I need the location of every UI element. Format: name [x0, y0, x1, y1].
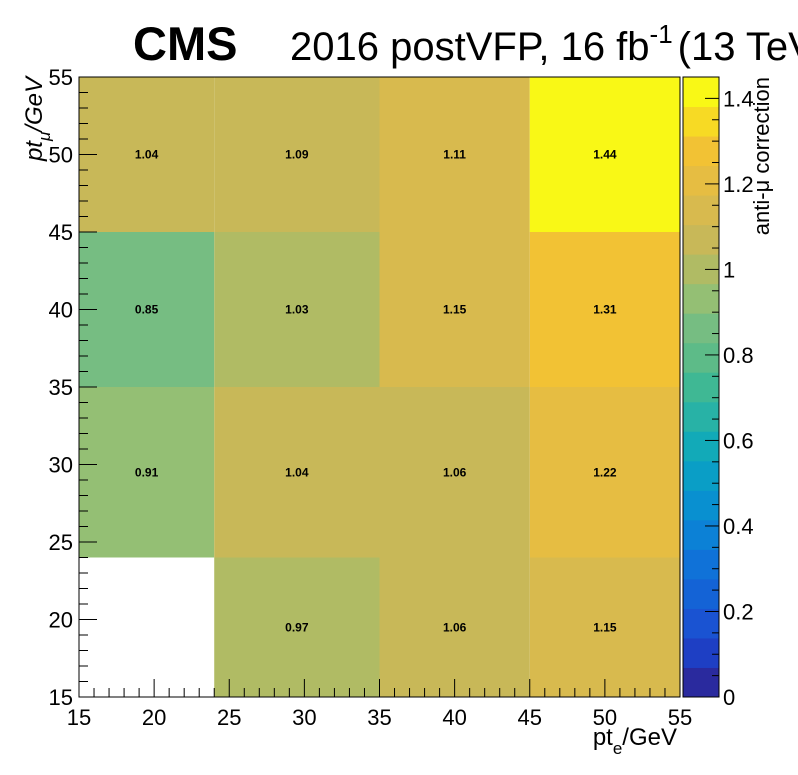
- y-axis-title: ptμ/GeV: [21, 75, 54, 162]
- z-tick-label: 1.4: [723, 86, 754, 111]
- x-tick-label: 35: [367, 705, 391, 730]
- y-tick-label: 35: [49, 375, 73, 400]
- cell-value-label: 0.91: [135, 465, 159, 479]
- x-axis: 15 20 25 30 35 40 45 50 55: [67, 679, 692, 730]
- z-tick-label: 0: [723, 685, 735, 710]
- y-tick-label: 40: [49, 298, 73, 323]
- cell-value-label: 1.06: [443, 620, 467, 634]
- x-tick-label: 30: [292, 705, 316, 730]
- heatmap-cell-labels: 0.91 0.85 1.04 0.97 1.04 1.03 1.09 1.06 1.06 1.15…: [135, 148, 617, 635]
- heatmap-cell: [79, 387, 215, 558]
- x-tick-label: 15: [67, 705, 91, 730]
- experiment-label: CMS: [133, 17, 237, 70]
- z-tick-label: 0.6: [723, 428, 754, 453]
- y-tick-label: 20: [49, 608, 73, 633]
- color-scale-segment: [683, 490, 719, 521]
- cell-value-label: 1.11: [443, 148, 466, 162]
- heatmap-cell: [529, 77, 680, 232]
- color-scale-bar: [683, 77, 719, 698]
- energy-label: (13 TeV): [678, 25, 798, 69]
- cell-value-label: 1.22: [593, 465, 617, 479]
- color-scale-frame: [682, 76, 720, 698]
- z-tick-label: 1: [723, 257, 735, 282]
- color-scale-segment: [683, 283, 719, 314]
- cell-value-label: 1.06: [443, 465, 467, 479]
- heatmap-cell: [379, 557, 530, 697]
- z-tick-label: 0.2: [723, 599, 754, 624]
- cell-value-label: 0.97: [285, 620, 309, 634]
- lumi-exponent: -1: [650, 19, 673, 49]
- x-tick-label: 45: [518, 705, 542, 730]
- color-scale-segment: [683, 519, 719, 550]
- cell-value-label: 1.15: [593, 620, 617, 634]
- color-scale-segment: [683, 578, 719, 609]
- y-tick-label: 25: [49, 530, 73, 555]
- color-scale-segment: [683, 136, 719, 167]
- color-scale-segment: [683, 667, 719, 698]
- heatmap-cell: [529, 557, 680, 697]
- cell-value-label: 1.04: [285, 465, 309, 479]
- heatmap-cell: [79, 77, 215, 232]
- heatmap-cell: [379, 77, 530, 232]
- heatmap-cell: [214, 77, 380, 232]
- color-scale-segment: [683, 195, 719, 226]
- color-scale-segment: [683, 224, 719, 255]
- x-tick-label: 40: [442, 705, 466, 730]
- color-scale-segment: [683, 77, 719, 108]
- x-tick-label: 20: [142, 705, 166, 730]
- color-scale-segment: [683, 342, 719, 373]
- cell-value-label: 1.09: [285, 148, 309, 162]
- cell-value-label: 1.44: [593, 148, 617, 162]
- z-axis-title: anti-μ correction: [749, 77, 774, 235]
- x-axis-title: pte/GeV: [593, 724, 677, 758]
- cell-value-label: 1.03: [285, 303, 309, 317]
- x-tick-label: 50: [593, 705, 617, 730]
- color-scale-segment: [683, 549, 719, 580]
- heatmap-cells: [79, 77, 680, 697]
- y-tick-label: 45: [49, 220, 73, 245]
- cell-value-label: 1.04: [135, 148, 159, 162]
- heatmap-cell: [529, 387, 680, 558]
- heatmap-cell: [379, 387, 530, 558]
- color-scale-segment: [683, 460, 719, 491]
- heatmap-cell: [379, 232, 530, 387]
- color-scale-segment: [683, 401, 719, 432]
- z-tick-label: 1.2: [723, 172, 754, 197]
- color-scale-segment: [683, 431, 719, 462]
- heatmap-cell: [79, 232, 215, 387]
- color-scale-segment: [683, 106, 719, 137]
- color-scale-segment: [683, 637, 719, 668]
- y-tick-label: 55: [49, 65, 73, 90]
- color-scale-segment: [683, 608, 719, 639]
- heatmap-cell: [214, 557, 380, 697]
- run-label: 2016 postVFP, 16 fb-1(13 TeV): [290, 19, 798, 69]
- x-tick-label: 55: [668, 705, 692, 730]
- color-scale-segment: [683, 165, 719, 196]
- y-tick-label: 15: [49, 685, 73, 710]
- y-axis: 15 20 25 30 35 40 45 50 55: [49, 65, 97, 710]
- z-axis: 0 0.2 0.4 0.6 0.8 1 1.2 1.4: [705, 76, 754, 710]
- cell-value-label: 0.85: [135, 303, 159, 317]
- x-tick-label: 25: [217, 705, 241, 730]
- y-tick-label: 50: [49, 143, 73, 168]
- run-label-text: 2016 postVFP, 16 fb: [290, 25, 650, 69]
- cell-value-label: 1.15: [443, 303, 467, 317]
- color-scale-segment: [683, 313, 719, 344]
- z-tick-label: 0.8: [723, 343, 754, 368]
- heatmap-cell: [529, 232, 680, 387]
- z-tick-label: 0.4: [723, 514, 754, 539]
- cell-value-label: 1.31: [593, 303, 617, 317]
- heatmap-cell: [214, 232, 380, 387]
- heatmap-cell: [214, 387, 380, 558]
- y-tick-label: 30: [49, 453, 73, 478]
